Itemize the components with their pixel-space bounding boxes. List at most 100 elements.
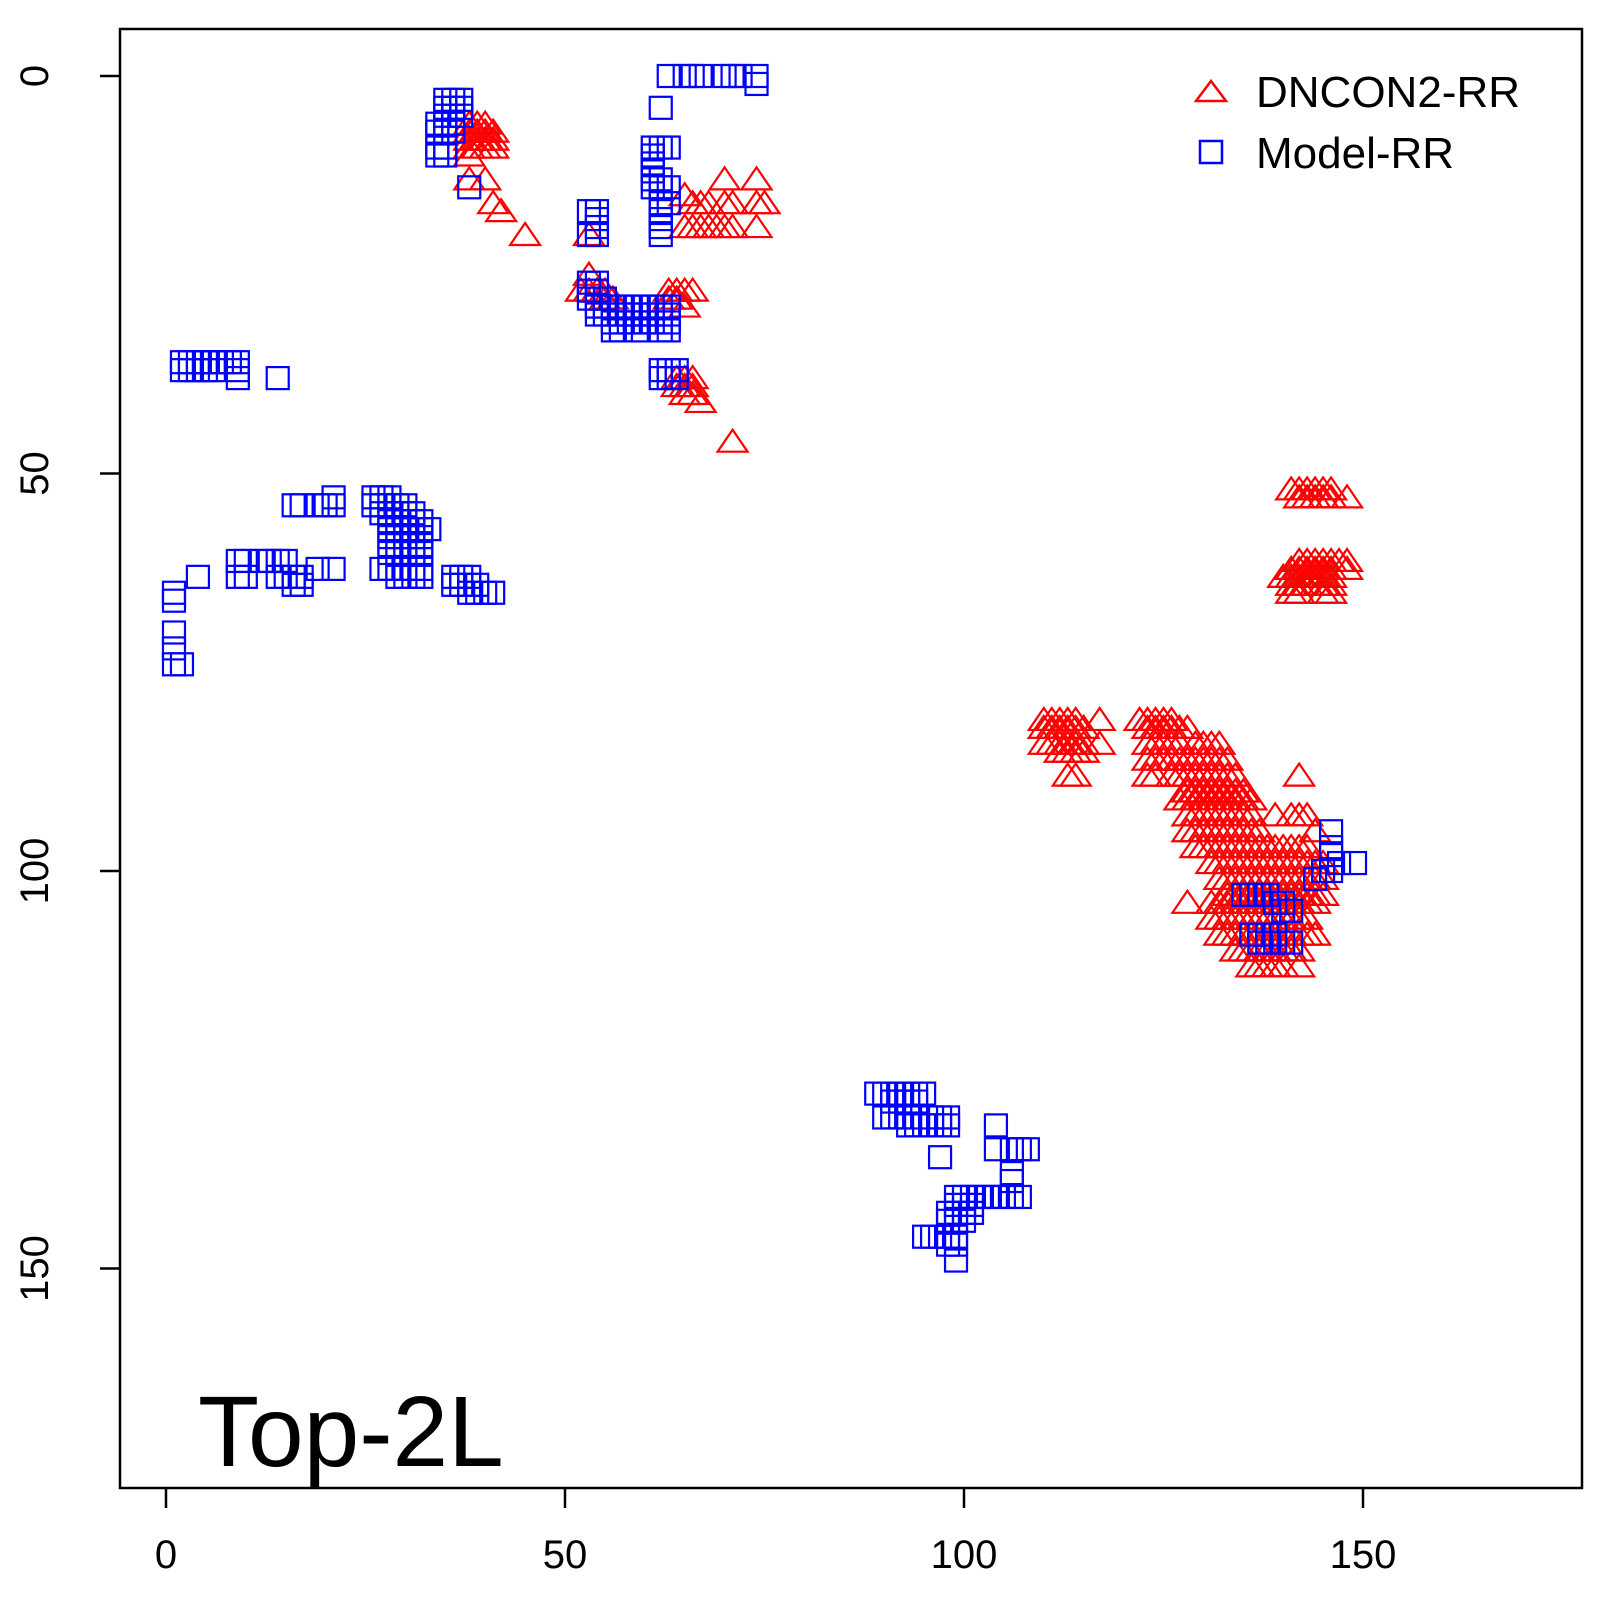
- dncon2-rr-point: [1234, 785, 1269, 811]
- model-rr-point: [648, 222, 673, 248]
- model-rr-point: [1007, 1184, 1032, 1210]
- dncon2-rr-point: [1298, 920, 1333, 946]
- model-rr-point: [999, 1168, 1024, 1194]
- model-rr-point: [911, 1113, 937, 1138]
- model-rr-point: [377, 485, 402, 510]
- model-rr-point: [927, 1145, 953, 1170]
- legend-label-dncon2-rr: DNCON2-RR: [1256, 68, 1520, 117]
- dncon2-rr-point: [1210, 745, 1245, 771]
- model-rr-point: [161, 636, 187, 661]
- dncon2-rr-point: [1202, 729, 1237, 755]
- legend-square-marker: [1198, 139, 1224, 165]
- dncon2-rr-point: [468, 165, 503, 191]
- dncon2-rr-point: [1282, 952, 1317, 978]
- model-rr-point: [289, 572, 314, 597]
- x-tick-label: 0: [155, 1533, 177, 1577]
- dncon2-rr-point: [1234, 801, 1269, 827]
- dncon2-rr-point: [715, 427, 750, 453]
- model-rr-point: [656, 63, 681, 89]
- model-rr-point: [943, 1248, 969, 1273]
- dncon2-rr-point: [1066, 737, 1101, 763]
- dncon2-rr-point: [1298, 817, 1333, 843]
- model-rr-point: [744, 71, 769, 97]
- dncon2-rr-point: [1170, 888, 1205, 914]
- model-rr-point: [983, 1113, 1009, 1138]
- model-rr-point: [1318, 819, 1344, 844]
- dncon2-rr-point: [1058, 761, 1093, 787]
- dncon2-rr-point: [747, 189, 782, 215]
- model-rr-point: [481, 580, 506, 605]
- model-rr-point: [943, 1232, 969, 1257]
- model-rr-point: [904, 1089, 929, 1114]
- dncon2-rr-point: [1313, 570, 1349, 596]
- panel-label: Top-2L: [198, 1376, 504, 1488]
- dncon2-rr-point: [659, 284, 694, 310]
- model-rr-point: [449, 103, 474, 128]
- dncon2-rr-point: [739, 213, 774, 239]
- model-rr-point: [441, 119, 466, 144]
- x-tick-label: 150: [1330, 1533, 1397, 1577]
- model-rr-point: [624, 318, 649, 343]
- model-rr-point: [656, 318, 681, 343]
- model-rr-point: [608, 318, 633, 343]
- dncon2-rr-point: [1329, 546, 1365, 573]
- model-rr-point: [409, 540, 434, 566]
- model-rr-point: [161, 620, 187, 645]
- dncon2-rr-point: [1282, 578, 1317, 604]
- dncon2-rr-point: [1290, 904, 1325, 930]
- model-rr-point: [656, 135, 681, 160]
- dncon2-rr-series: [452, 109, 1365, 978]
- y-axis: 0 50 100 150: [13, 65, 120, 1302]
- model-rr-point: [1310, 858, 1336, 884]
- model-rr-point: [935, 1113, 961, 1138]
- y-tick-label: 150: [13, 1235, 57, 1302]
- model-rr-point: [911, 1081, 937, 1106]
- model-rr-point: [688, 63, 713, 89]
- plot-frame: [118, 27, 1584, 1490]
- legend-triangle-marker: [1193, 78, 1229, 103]
- model-rr-point: [225, 366, 250, 391]
- dncon2-rr-point: [675, 276, 710, 302]
- y-tick-label: 50: [13, 451, 57, 496]
- model-rr-point: [648, 95, 673, 120]
- y-tick-label: 0: [13, 65, 57, 87]
- dncon2-rr-point: [476, 189, 511, 215]
- dncon2-rr-point: [675, 364, 710, 390]
- dncon2-rr-point: [1242, 817, 1277, 843]
- model-rr-point: [457, 175, 482, 200]
- model-rr-point: [584, 222, 610, 248]
- model-rr-point: [265, 366, 290, 391]
- model-rr-point: [1303, 866, 1328, 892]
- model-rr-series: [161, 63, 1368, 1273]
- model-rr-point: [409, 564, 434, 589]
- model-rr-point: [951, 1208, 977, 1233]
- dncon2-rr-point: [1298, 888, 1333, 914]
- model-rr-point: [161, 580, 187, 605]
- model-rr-point: [321, 485, 346, 510]
- dncon2-rr-point: [571, 260, 607, 286]
- dncon2-rr-point: [508, 221, 543, 247]
- model-rr-point: [233, 548, 258, 574]
- dncon2-rr-point: [1329, 483, 1365, 509]
- model-rr-point: [959, 1200, 985, 1225]
- dncon2-rr-point: [1282, 936, 1317, 962]
- dncon2-rr-point: [484, 197, 519, 223]
- dncon2-rr-point: [667, 292, 702, 318]
- dncon2-rr-point: [667, 181, 702, 207]
- dncon2-rr-point: [476, 125, 511, 151]
- model-rr-point: [1279, 898, 1304, 923]
- model-rr-point: [233, 564, 258, 589]
- dncon2-rr-point: [476, 133, 511, 159]
- dncon2-rr-point: [1313, 578, 1349, 604]
- x-axis: 0 50 100 150: [155, 1488, 1397, 1577]
- dncon2-rr-point: [1290, 801, 1325, 827]
- model-rr-point: [273, 548, 298, 574]
- model-rr-point: [289, 493, 314, 518]
- dncon2-rr-point: [1282, 761, 1317, 787]
- model-rr-point: [185, 564, 211, 589]
- dncon2-rr-point: [1082, 729, 1117, 755]
- model-rr-point: [305, 556, 330, 582]
- dncon2-rr-point: [675, 380, 710, 406]
- y-tick-label: 100: [13, 838, 57, 905]
- dncon2-rr-point: [1290, 833, 1325, 859]
